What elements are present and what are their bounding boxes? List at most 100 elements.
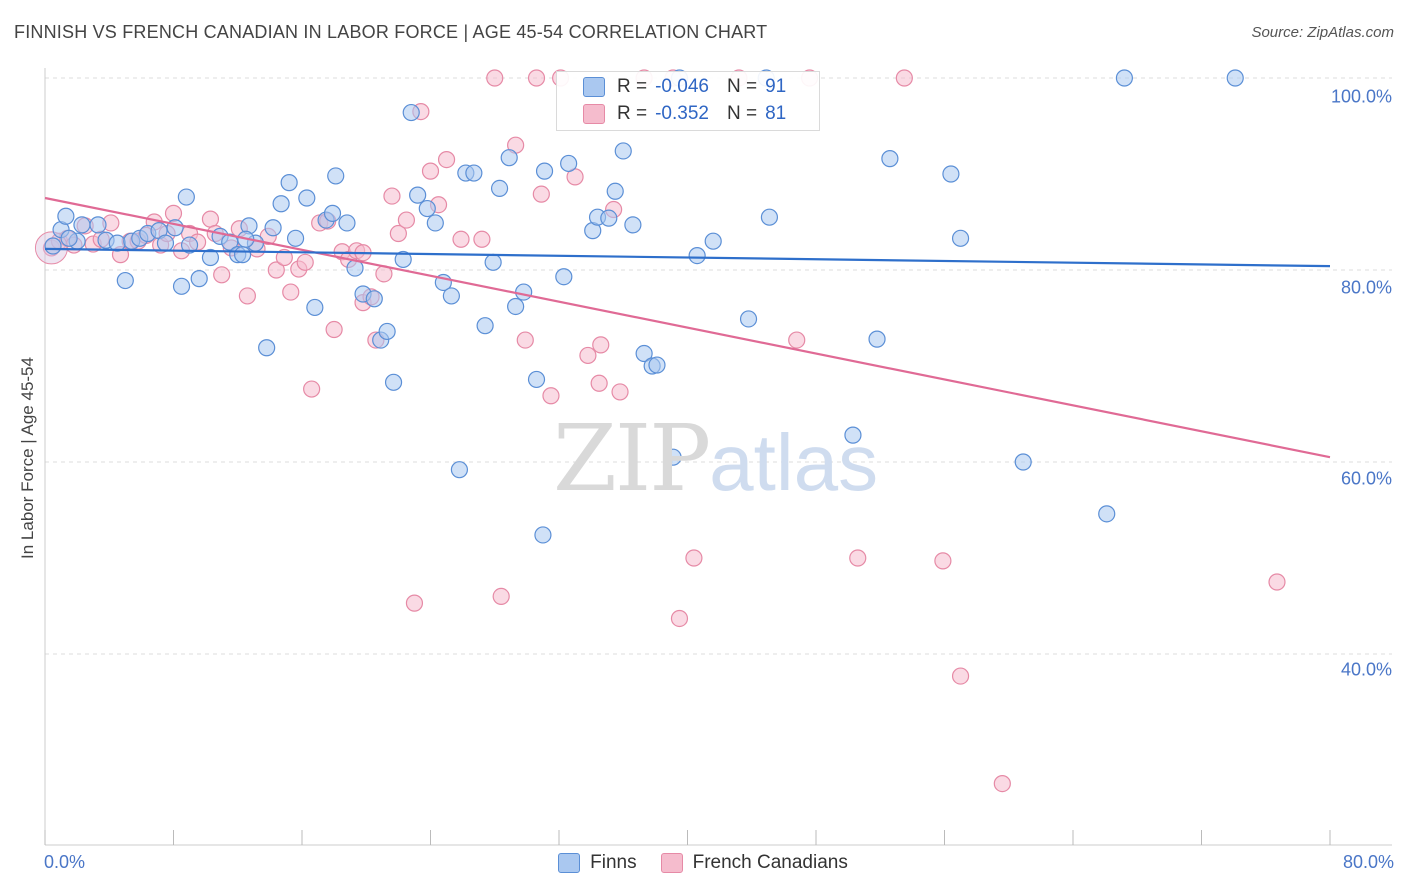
- stats-legend: R = -0.046 N = 91 R = -0.352 N = 81: [556, 71, 820, 131]
- french-canadians-point: [516, 331, 534, 349]
- finns-point: [688, 247, 706, 265]
- french-canadians-legend-swatch: [660, 853, 683, 873]
- french-canadians-point: [492, 587, 510, 606]
- french-canadians-point: [486, 69, 504, 87]
- finns-point: [409, 186, 427, 204]
- finns-point: [635, 344, 653, 363]
- finns-point: [465, 164, 483, 182]
- finns-point: [338, 214, 356, 232]
- french-canadians-point: [213, 266, 231, 284]
- finns-point: [180, 236, 199, 254]
- trend-lines: [44, 196, 1331, 459]
- french-canadians-points: [34, 69, 1286, 793]
- y-tick-label-100: 100.0%: [1330, 86, 1392, 107]
- finns-point: [306, 298, 324, 317]
- french-canadians-point: [951, 667, 970, 685]
- legend-n-label: N =: [726, 76, 758, 97]
- finns-point: [44, 237, 62, 255]
- french-canadians-trend-line: [44, 196, 1331, 459]
- finns-point: [484, 253, 502, 271]
- french-canadians-point: [238, 287, 256, 305]
- finns-point: [426, 214, 444, 232]
- finns-point: [868, 330, 886, 348]
- legend-item-french-canadians: French Canadians: [660, 852, 848, 874]
- french-canadians-point: [590, 374, 608, 392]
- finns-point: [258, 339, 276, 357]
- finns-point: [327, 167, 345, 185]
- legend-r-value: -0.352: [655, 103, 709, 124]
- french-canadians-point: [993, 774, 1011, 793]
- finns-point: [704, 232, 722, 250]
- legend-r-label: R =: [617, 76, 648, 97]
- french-canadians-point: [275, 248, 293, 267]
- finns-point: [515, 283, 533, 301]
- finns-point: [156, 234, 175, 252]
- french-canadians-point: [592, 336, 610, 354]
- finns-point: [490, 179, 509, 197]
- french-canadians-point: [670, 609, 689, 628]
- finns-point: [600, 209, 618, 227]
- finns-point: [272, 195, 290, 213]
- french-canadians-point: [452, 230, 470, 248]
- french-canadians-point: [934, 552, 952, 570]
- finns-point: [648, 356, 666, 374]
- french-canadians-point: [282, 283, 300, 301]
- finns-trend-line: [44, 247, 1331, 268]
- series-legend: Finns French Canadians: [0, 852, 1406, 874]
- finns-point: [298, 189, 316, 207]
- finns-point: [442, 287, 460, 305]
- finns-point: [942, 165, 960, 183]
- finns-point: [418, 199, 436, 218]
- finns-point: [177, 188, 195, 206]
- y-tick-label-60: 60.0%: [1340, 468, 1392, 489]
- finns-point: [1115, 69, 1134, 87]
- finns-point: [1226, 69, 1244, 87]
- finns-point: [535, 162, 554, 180]
- legend-n-value: 81: [765, 103, 787, 124]
- french-canadians-point: [473, 230, 491, 248]
- finns-swatch: [583, 77, 605, 97]
- legend-row-french-canadians: R = -0.352 N = 81: [583, 102, 786, 126]
- french-canadians-point: [611, 383, 629, 401]
- french-canadians-point: [405, 594, 424, 612]
- french-canadians-point: [895, 69, 913, 87]
- legend-r-value: -0.046: [655, 76, 709, 97]
- finns-point: [534, 526, 552, 544]
- finns-point: [881, 150, 899, 168]
- finns-point: [172, 277, 191, 295]
- x-tick-label-80: 80.0%: [1342, 852, 1394, 872]
- finns-point: [560, 154, 578, 173]
- french-canadians-point: [532, 185, 550, 203]
- french-canadians-point: [788, 331, 806, 349]
- french-canadians-point: [849, 549, 867, 567]
- french-canadians-point: [325, 320, 343, 339]
- gridlines: [45, 77, 1392, 655]
- finns-point: [323, 204, 342, 222]
- french-canadians-point: [437, 151, 456, 169]
- french-canadians-point: [383, 187, 401, 205]
- finns-point: [402, 103, 420, 122]
- finns-point: [57, 207, 75, 225]
- finns-point: [116, 271, 134, 290]
- x-tick-label-0: 0.0%: [44, 852, 86, 872]
- finns-point: [614, 142, 632, 160]
- y-tick-label-80: 80.0%: [1340, 277, 1392, 298]
- legend-label-finns: Finns: [590, 852, 637, 873]
- finns-point: [286, 229, 305, 247]
- finns-point: [500, 149, 518, 167]
- finns-point: [280, 174, 298, 192]
- legend-r-label: R =: [617, 103, 648, 124]
- finns-point: [844, 426, 862, 444]
- finns-point: [264, 219, 282, 237]
- french-canadians-point: [397, 211, 416, 229]
- legend-label-french-canadians: French Canadians: [692, 852, 848, 873]
- finns-point: [760, 208, 779, 226]
- legend-n-value: 91: [765, 76, 787, 97]
- french-canadians-point: [542, 387, 560, 405]
- finns-point: [201, 248, 220, 267]
- axes: [44, 68, 1392, 846]
- finns-point: [1014, 453, 1032, 471]
- finns-point: [233, 246, 252, 264]
- legend-n-label: N =: [726, 103, 758, 124]
